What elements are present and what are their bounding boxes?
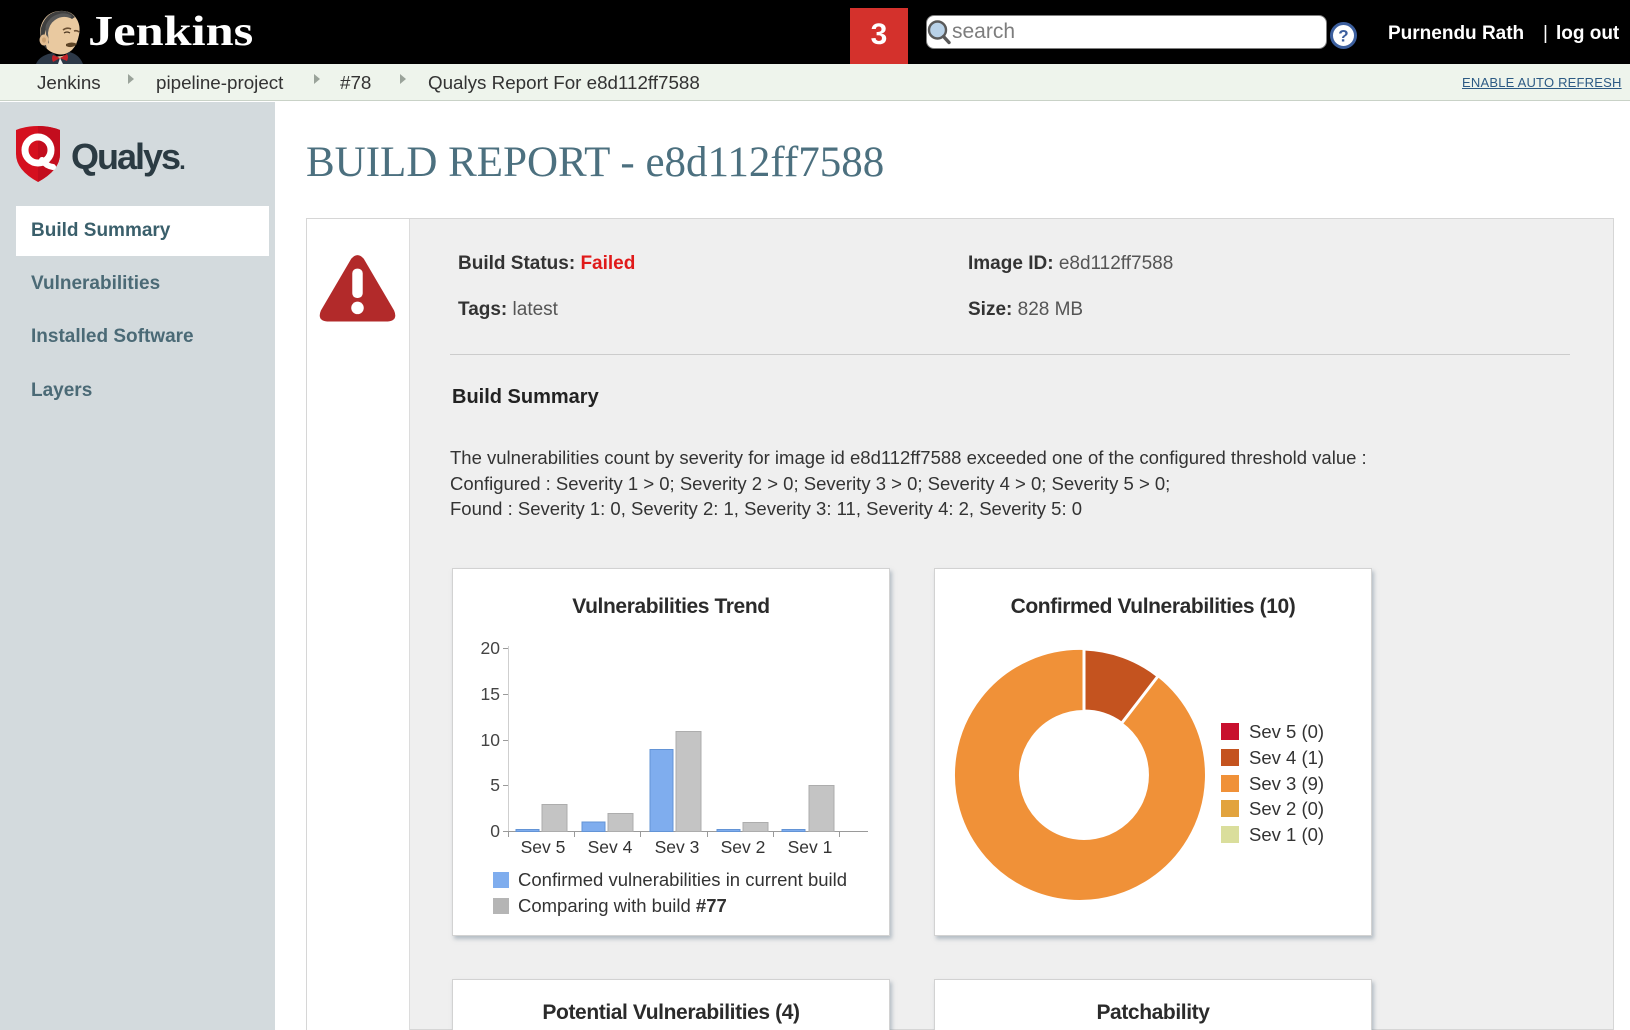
svg-text:Sev 4 (1): Sev 4 (1) <box>1249 747 1324 768</box>
svg-text:20: 20 <box>481 638 501 658</box>
svg-text:5: 5 <box>490 775 500 795</box>
svg-text:Sev 2 (0): Sev 2 (0) <box>1249 798 1324 819</box>
svg-text:Sev 1: Sev 1 <box>788 837 833 857</box>
svg-text:Confirmed vulnerabilities in c: Confirmed vulnerabilities in current bui… <box>518 869 847 890</box>
svg-text:10: 10 <box>481 730 501 750</box>
svg-text:Sev 3: Sev 3 <box>655 837 700 857</box>
svg-text:Sev 2: Sev 2 <box>721 837 766 857</box>
svg-text:15: 15 <box>481 684 500 704</box>
svg-text:Sev 4: Sev 4 <box>588 837 633 857</box>
svg-text:Sev 5 (0): Sev 5 (0) <box>1249 721 1324 742</box>
svg-text:Sev 3 (9): Sev 3 (9) <box>1249 773 1324 794</box>
svg-text:Comparing with build #77: Comparing with build #77 <box>518 895 727 916</box>
svg-text:Sev 1 (0): Sev 1 (0) <box>1249 824 1324 845</box>
svg-text:Sev 5: Sev 5 <box>521 837 566 857</box>
svg-text:?: ? <box>1338 27 1348 46</box>
svg-text:0: 0 <box>490 821 500 841</box>
